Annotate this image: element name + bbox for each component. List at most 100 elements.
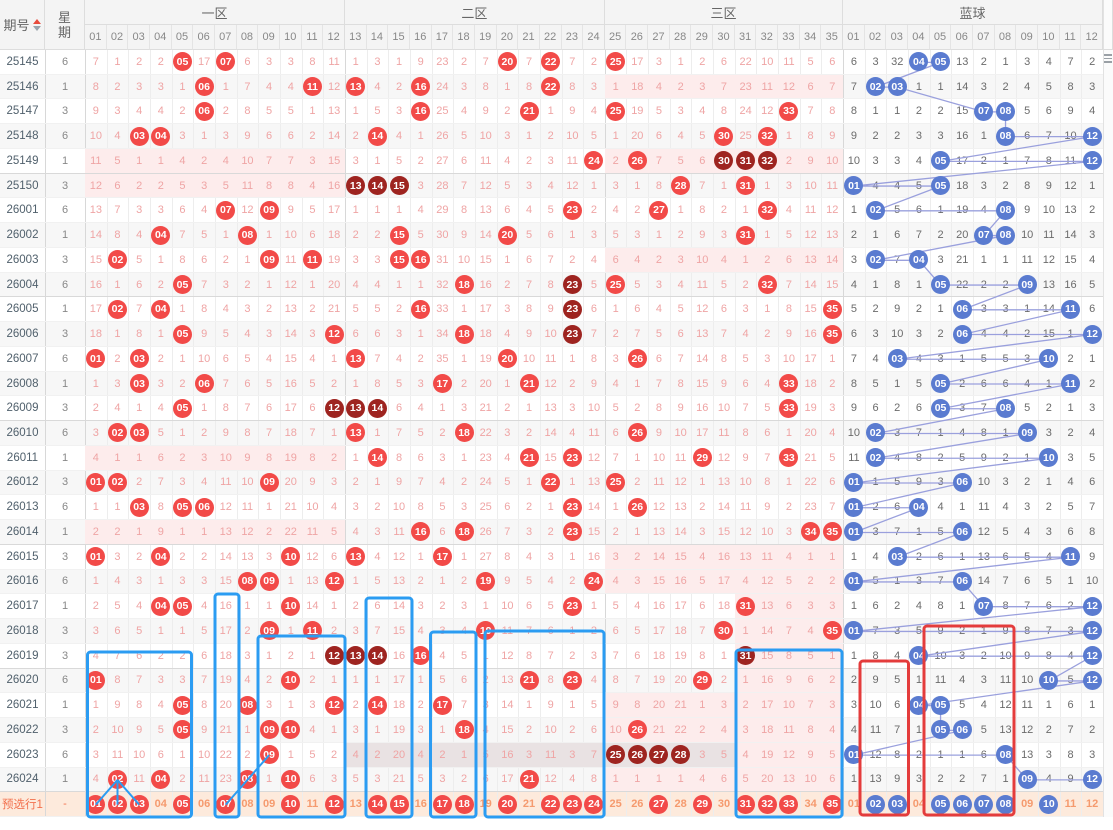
number-cell[interactable]: 02: [107, 792, 130, 816]
number-cell: 1: [258, 767, 281, 792]
blue-ball[interactable]: 08: [996, 794, 1016, 814]
number-cell[interactable]: 32: [756, 792, 780, 816]
number-cell[interactable]: 06: [951, 792, 975, 816]
number-cell[interactable]: 04: [908, 792, 931, 816]
number-cell[interactable]: 03: [886, 792, 910, 816]
number-cell: 24: [475, 470, 498, 495]
blue-ball: 02: [866, 448, 886, 468]
red-ball[interactable]: 18: [454, 794, 474, 814]
number-cell[interactable]: 02: [865, 792, 888, 816]
number-cell[interactable]: 21: [518, 792, 541, 816]
number-cell[interactable]: 04: [150, 792, 173, 816]
number-cell[interactable]: 09: [258, 792, 281, 816]
number-cell[interactable]: 17: [432, 792, 455, 816]
number-cell[interactable]: 07: [973, 792, 996, 816]
blue-ball[interactable]: 07: [974, 794, 994, 814]
red-ball: 27: [649, 200, 669, 220]
number-cell[interactable]: 34: [800, 792, 823, 816]
number-cell[interactable]: 19: [475, 792, 498, 816]
red-ball[interactable]: 33: [779, 794, 799, 814]
blue-ball[interactable]: 06: [952, 794, 972, 814]
number-cell: 20: [626, 124, 650, 148]
blue-ball[interactable]: 02: [866, 794, 886, 814]
number-cell[interactable]: 20: [497, 792, 520, 816]
number-cell[interactable]: 01: [843, 792, 866, 816]
number-cell: 1: [172, 297, 195, 322]
number-cell[interactable]: 13: [345, 792, 368, 816]
number-cell[interactable]: 03: [128, 792, 151, 816]
number-cell[interactable]: 06: [193, 792, 216, 816]
number-cell[interactable]: 10: [280, 792, 303, 816]
number-cell[interactable]: 10: [1038, 792, 1061, 816]
number-cell[interactable]: 11: [1060, 792, 1083, 816]
number-cell[interactable]: 05: [930, 792, 953, 816]
number-cell[interactable]: 15: [388, 792, 411, 816]
number-cell[interactable]: 31: [735, 792, 758, 816]
number-cell[interactable]: 11: [302, 792, 325, 816]
red-ball[interactable]: 29: [692, 794, 712, 814]
number-cell: 2: [172, 643, 195, 668]
red-ball[interactable]: 32: [757, 794, 777, 814]
number-cell[interactable]: 09: [1016, 792, 1040, 816]
red-ball[interactable]: 14: [367, 794, 387, 814]
number-cell: 2: [518, 495, 541, 520]
number-cell[interactable]: 12: [1081, 792, 1104, 816]
number-cell: 12: [691, 297, 715, 322]
number-cell[interactable]: 30: [713, 792, 736, 816]
number-cell: 11: [713, 421, 736, 445]
number-cell[interactable]: 26: [626, 792, 650, 816]
red-ball[interactable]: 02: [107, 794, 127, 814]
number-cell: 5: [107, 594, 130, 619]
number-cell[interactable]: 29: [691, 792, 715, 816]
red-ball[interactable]: 01: [86, 794, 106, 814]
blue-ball[interactable]: 10: [1039, 794, 1059, 814]
number-cell: 3: [150, 371, 173, 396]
red-ball[interactable]: 27: [649, 794, 669, 814]
red-ball[interactable]: 05: [172, 794, 192, 814]
number-cell[interactable]: 35: [821, 792, 845, 816]
number-cell[interactable]: 28: [670, 792, 693, 816]
number-cell[interactable]: 01: [85, 792, 108, 816]
number-cell: 5: [410, 421, 433, 445]
number-cell: 9: [107, 693, 130, 718]
red-ball[interactable]: 07: [216, 794, 236, 814]
number-cell: 5: [432, 668, 455, 693]
number-cell: 29: [691, 668, 715, 693]
col-header-二区-24: 24: [583, 25, 605, 50]
number-cell: 2: [778, 148, 801, 173]
red-ball[interactable]: 12: [324, 794, 344, 814]
blue-ball[interactable]: 03: [887, 794, 907, 814]
number-cell[interactable]: 07: [215, 792, 238, 816]
red-ball[interactable]: 23: [562, 794, 582, 814]
red-ball[interactable]: 22: [541, 794, 561, 814]
issue-cell: 26016: [0, 569, 46, 594]
number-cell[interactable]: 27: [648, 792, 671, 816]
number-cell: 2: [367, 495, 390, 520]
blue-ball[interactable]: 05: [931, 794, 951, 814]
red-ball[interactable]: 31: [736, 794, 756, 814]
number-cell[interactable]: 05: [172, 792, 195, 816]
number-cell[interactable]: 24: [583, 792, 606, 816]
red-ball[interactable]: 24: [584, 794, 604, 814]
red-ball: 09: [259, 745, 279, 765]
number-cell[interactable]: 18: [453, 792, 476, 816]
issue-header[interactable]: 期号: [0, 0, 45, 50]
number-cell[interactable]: 08: [237, 792, 260, 816]
red-ball[interactable]: 20: [497, 794, 517, 814]
red-ball[interactable]: 03: [129, 794, 149, 814]
number-cell[interactable]: 23: [562, 792, 585, 816]
red-ball[interactable]: 35: [822, 794, 842, 814]
number-cell[interactable]: 12: [323, 792, 346, 816]
red-ball[interactable]: 10: [281, 794, 301, 814]
menu-icon[interactable]: [1104, 54, 1112, 65]
number-cell[interactable]: 16: [410, 792, 433, 816]
number-cell[interactable]: 08: [995, 792, 1018, 816]
number-cell[interactable]: 33: [778, 792, 801, 816]
number-cell: 06: [951, 322, 975, 346]
number-cell[interactable]: 22: [540, 792, 563, 816]
number-cell[interactable]: 25: [605, 792, 628, 816]
red-ball[interactable]: 17: [432, 794, 452, 814]
red-ball[interactable]: 15: [389, 794, 409, 814]
number-cell[interactable]: 14: [367, 792, 390, 816]
sort-icon[interactable]: [32, 18, 41, 31]
